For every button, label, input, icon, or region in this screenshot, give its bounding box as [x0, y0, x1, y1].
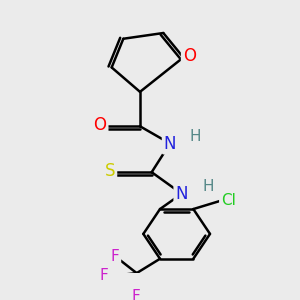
Text: F: F — [100, 268, 109, 283]
Text: S: S — [105, 162, 115, 180]
Text: O: O — [183, 47, 196, 65]
Text: O: O — [94, 116, 106, 134]
Text: H: H — [202, 179, 214, 194]
Text: H: H — [189, 129, 201, 144]
Text: Cl: Cl — [221, 193, 236, 208]
Text: F: F — [111, 249, 119, 264]
Text: N: N — [164, 134, 176, 152]
Text: F: F — [131, 289, 140, 300]
Text: N: N — [176, 185, 188, 203]
